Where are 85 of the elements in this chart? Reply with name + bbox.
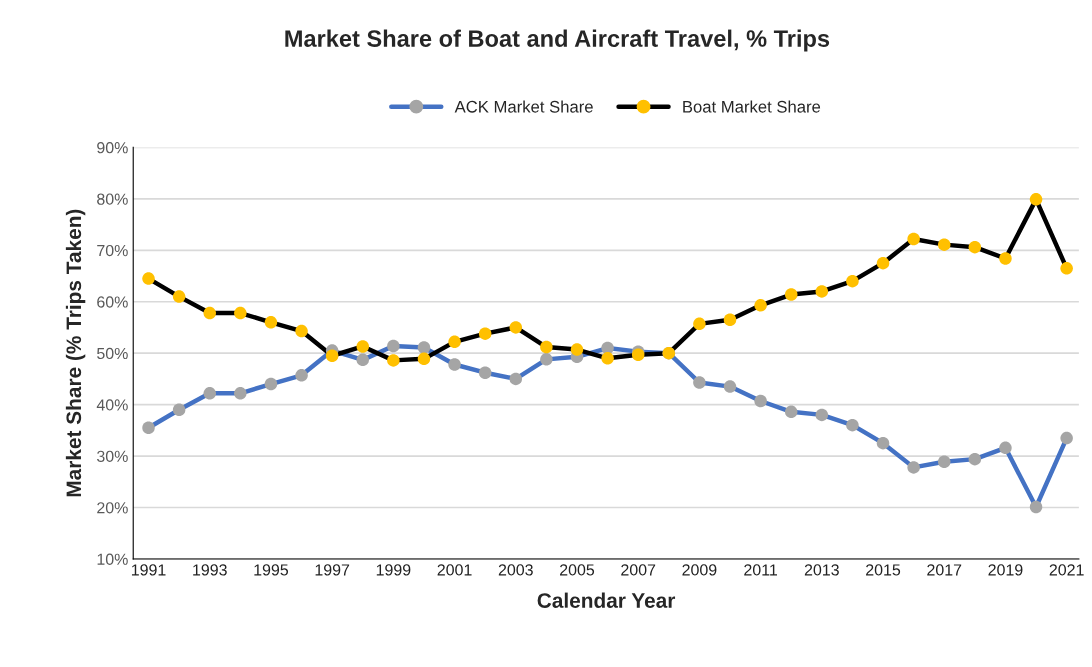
point bbox=[846, 418, 859, 432]
y-tick-label: 70% bbox=[97, 244, 128, 257]
point bbox=[387, 339, 400, 353]
x-tick-label: 1991 bbox=[131, 564, 166, 576]
x-tick-label: 1999 bbox=[376, 564, 411, 576]
point bbox=[325, 349, 339, 362]
y-tick-label: 50% bbox=[97, 347, 128, 360]
point bbox=[540, 340, 553, 354]
point bbox=[723, 313, 737, 326]
point bbox=[1029, 500, 1043, 514]
point bbox=[203, 306, 216, 320]
point bbox=[417, 352, 431, 366]
point bbox=[1029, 193, 1043, 206]
y-axis-title: Market Share (% Trips Taken) bbox=[65, 209, 86, 497]
point bbox=[264, 316, 278, 329]
x-tick-label: 1997 bbox=[315, 564, 350, 576]
y-tick-label: 80% bbox=[97, 193, 128, 205]
point bbox=[478, 327, 492, 340]
point bbox=[172, 290, 186, 303]
x-tick-label: 2003 bbox=[498, 564, 533, 576]
point bbox=[968, 240, 982, 254]
x-axis-title: Calendar Year bbox=[537, 592, 676, 608]
point bbox=[295, 369, 308, 382]
point bbox=[907, 232, 920, 246]
point bbox=[693, 317, 706, 331]
y-tick-label: 10% bbox=[97, 553, 128, 565]
point bbox=[295, 324, 308, 338]
point bbox=[876, 436, 890, 450]
point bbox=[540, 353, 553, 366]
point bbox=[356, 340, 370, 353]
point bbox=[907, 461, 920, 474]
point bbox=[968, 452, 982, 466]
y-tick-label: 20% bbox=[97, 502, 128, 514]
point bbox=[754, 394, 767, 408]
point bbox=[937, 238, 951, 251]
y-tick-label: 30% bbox=[97, 450, 128, 463]
point bbox=[234, 387, 247, 400]
point bbox=[876, 256, 890, 270]
x-tick-label: 2001 bbox=[437, 564, 472, 576]
point bbox=[509, 372, 523, 386]
y-tick-label: 60% bbox=[97, 296, 128, 308]
point bbox=[142, 272, 155, 285]
point bbox=[387, 354, 400, 367]
point bbox=[999, 252, 1012, 265]
point bbox=[172, 403, 186, 417]
point bbox=[754, 299, 767, 312]
point bbox=[937, 455, 951, 468]
point bbox=[815, 285, 829, 298]
point bbox=[417, 341, 431, 354]
x-tick-label: 2009 bbox=[682, 564, 717, 576]
x-tick-label: 1993 bbox=[193, 564, 227, 576]
y-tick-label: 40% bbox=[96, 399, 128, 411]
point bbox=[234, 306, 247, 320]
point bbox=[999, 441, 1012, 455]
point bbox=[601, 352, 614, 365]
y-tick-label: 90% bbox=[97, 142, 128, 154]
x-tick-label: 2021 bbox=[1049, 564, 1084, 576]
x-tick-label: 2005 bbox=[560, 564, 595, 576]
x-tick-label: 2015 bbox=[866, 564, 901, 576]
point bbox=[570, 343, 584, 356]
point bbox=[142, 421, 155, 435]
point bbox=[815, 408, 829, 422]
x-tick-label: 2013 bbox=[804, 564, 839, 576]
x-tick-label: 1995 bbox=[254, 564, 289, 576]
point bbox=[478, 366, 492, 379]
legend-label: Boat Market Share bbox=[683, 100, 821, 113]
point bbox=[1060, 431, 1073, 445]
x-tick-label: 2019 bbox=[988, 564, 1023, 576]
legend-label: ACK Market Share bbox=[454, 100, 593, 113]
point bbox=[356, 353, 370, 367]
x-tick-label: 2017 bbox=[927, 564, 962, 576]
chart-title: Market Share of Boat and Aircraft Travel, % Trips bbox=[285, 29, 830, 52]
point bbox=[723, 380, 737, 393]
point bbox=[784, 405, 798, 419]
point bbox=[846, 274, 859, 288]
x-tick-label: 2011 bbox=[744, 564, 778, 576]
point bbox=[448, 358, 461, 371]
point bbox=[448, 335, 461, 349]
point bbox=[1060, 262, 1073, 275]
x-tick-label: 2007 bbox=[621, 564, 656, 576]
point bbox=[784, 288, 798, 301]
point bbox=[693, 376, 706, 389]
point bbox=[264, 377, 278, 391]
point bbox=[509, 321, 523, 334]
point bbox=[203, 387, 216, 400]
